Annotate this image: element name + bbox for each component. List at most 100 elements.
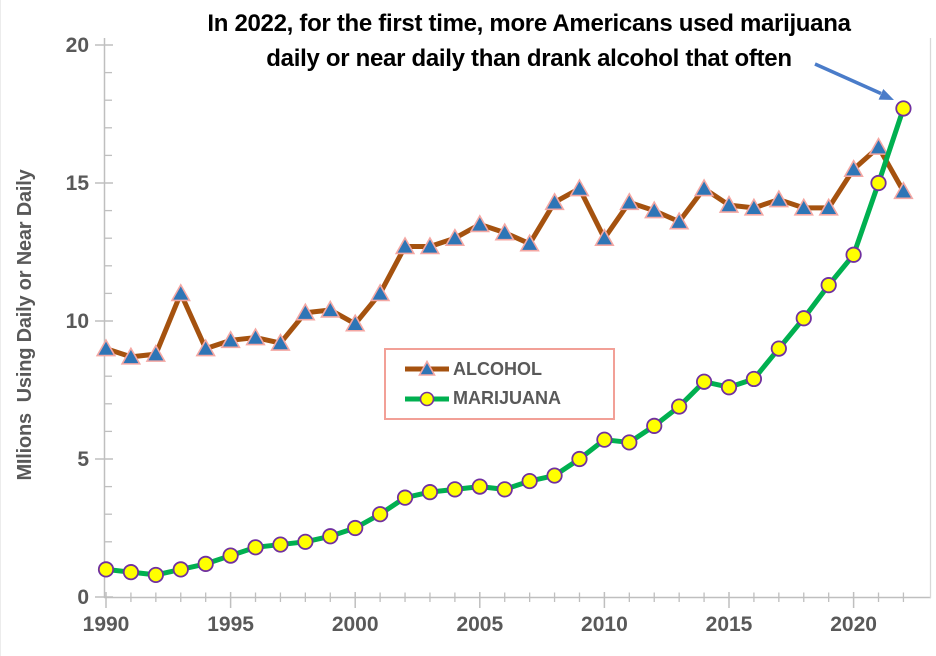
annotation-arrow-head-icon bbox=[878, 89, 894, 100]
y-tick-label: 5 bbox=[77, 448, 89, 471]
marijuana-point bbox=[272, 536, 289, 553]
alcohol-point bbox=[594, 228, 615, 246]
marijuana-point bbox=[446, 481, 463, 498]
marijuana-point bbox=[870, 174, 887, 192]
alcohol-point bbox=[369, 283, 391, 302]
marijuana-point bbox=[546, 467, 563, 484]
marijuana-series bbox=[97, 100, 912, 584]
alcohol-point bbox=[693, 178, 715, 197]
alcohol-point bbox=[170, 283, 191, 302]
y-tick-label: 10 bbox=[66, 310, 89, 333]
marijuana-point bbox=[347, 519, 364, 537]
marijuana-point bbox=[496, 481, 513, 498]
alcohol-point bbox=[469, 214, 490, 233]
x-tick-label: 2015 bbox=[706, 613, 753, 636]
x-axis-ticks: 1990 1995 2000 2005 2010 2015 2020 bbox=[83, 592, 905, 636]
alcohol-point bbox=[893, 181, 914, 200]
marijuana-point bbox=[621, 434, 638, 451]
marijuana-point bbox=[646, 417, 663, 434]
marijuana-point bbox=[745, 370, 763, 388]
legend-label-alcohol: ALCOHOL bbox=[453, 358, 542, 379]
alcohol-point bbox=[120, 346, 142, 365]
alcohol-line-marker-icon bbox=[405, 360, 449, 376]
x-tick-label: 2020 bbox=[830, 613, 877, 636]
alcohol-point bbox=[345, 313, 366, 332]
marijuana-point bbox=[596, 431, 613, 448]
alcohol-point bbox=[569, 178, 590, 197]
marijuana-point bbox=[895, 100, 912, 117]
alcohol-line bbox=[103, 144, 906, 360]
marijuana-point bbox=[521, 472, 538, 490]
alcohol-point bbox=[494, 222, 515, 241]
alcohol-point bbox=[444, 228, 466, 246]
alcohol-point bbox=[818, 197, 839, 216]
marijuana-point bbox=[372, 506, 389, 523]
marijuana-point bbox=[845, 246, 862, 263]
marijuana-point bbox=[247, 539, 264, 556]
legend-sample-marker-icon bbox=[419, 391, 435, 407]
alcohol-point bbox=[718, 194, 740, 213]
y-tick-label: 20 bbox=[66, 34, 89, 57]
annotation-arrow-shaft bbox=[814, 62, 882, 96]
alcohol-series bbox=[95, 136, 914, 365]
alcohol-point bbox=[793, 197, 814, 216]
chart-title-line-2: daily or near daily than drank alcohol t… bbox=[266, 45, 792, 72]
x-tick-label: 2000 bbox=[332, 613, 379, 636]
alcohol-point bbox=[320, 299, 341, 318]
alcohol-point bbox=[245, 327, 266, 346]
axes bbox=[103, 38, 932, 599]
marijuana-point bbox=[695, 373, 713, 390]
legend-item-marijuana: MARIJUANA bbox=[402, 388, 613, 409]
marijuana-point bbox=[122, 564, 140, 581]
marijuana-point bbox=[172, 561, 189, 578]
alcohol-point bbox=[95, 338, 117, 357]
legend-item-alcohol: ALCOHOL bbox=[402, 359, 613, 380]
legend-sample-marker-icon bbox=[418, 360, 436, 376]
alcohol-point bbox=[544, 192, 565, 211]
marijuana-point bbox=[795, 310, 812, 327]
marijuana-point bbox=[820, 277, 837, 294]
alcohol-point bbox=[519, 233, 540, 252]
alcohol-point bbox=[768, 189, 790, 208]
alcohol-point bbox=[394, 236, 416, 255]
alcohol-point bbox=[619, 192, 640, 211]
y-tick-label: 15 bbox=[66, 172, 90, 195]
alcohol-point bbox=[644, 200, 665, 219]
marijuana-point bbox=[421, 484, 439, 501]
x-tick-label: 1995 bbox=[207, 613, 254, 636]
marijuana-point bbox=[297, 533, 314, 550]
x-tick-label: 2010 bbox=[581, 613, 628, 636]
marijuana-point bbox=[147, 566, 164, 584]
marijuana-point bbox=[322, 528, 339, 545]
x-tick-label: 2005 bbox=[456, 613, 503, 636]
alcohol-point bbox=[295, 302, 316, 321]
alcohol-point bbox=[743, 197, 765, 216]
marijuana-point bbox=[222, 547, 239, 564]
chart-title-line-1: In 2022, for the first time, more Americ… bbox=[207, 10, 851, 37]
marijuana-point bbox=[571, 450, 588, 468]
chart-title: In 2022, for the first time, more Americ… bbox=[119, 6, 936, 76]
alcohol-point bbox=[668, 211, 690, 230]
alcohol-point bbox=[843, 159, 864, 177]
alcohol-point bbox=[868, 136, 889, 155]
marijuana-point bbox=[720, 379, 738, 396]
marijuana-point bbox=[97, 561, 115, 578]
alcohol-point bbox=[419, 236, 441, 255]
marijuana-point bbox=[396, 489, 414, 506]
legend-box: ALCOHOL MARIJUANA bbox=[384, 348, 615, 420]
marijuana-point bbox=[471, 478, 488, 495]
y-axis-ticks: 0 5 10 15 20 bbox=[66, 34, 113, 609]
alcohol-point bbox=[220, 330, 241, 349]
annotation-arrow bbox=[814, 62, 894, 100]
marijuana-point bbox=[770, 340, 787, 357]
alcohol-point bbox=[195, 338, 216, 357]
marijuana-line-marker-icon bbox=[405, 391, 449, 407]
y-tick-label: 0 bbox=[77, 586, 89, 609]
alcohol-point bbox=[270, 332, 291, 351]
legend-label-marijuana: MARIJUANA bbox=[453, 388, 561, 409]
alcohol-point bbox=[145, 343, 167, 362]
marijuana-point bbox=[671, 398, 688, 415]
marijuana-point bbox=[197, 555, 214, 572]
